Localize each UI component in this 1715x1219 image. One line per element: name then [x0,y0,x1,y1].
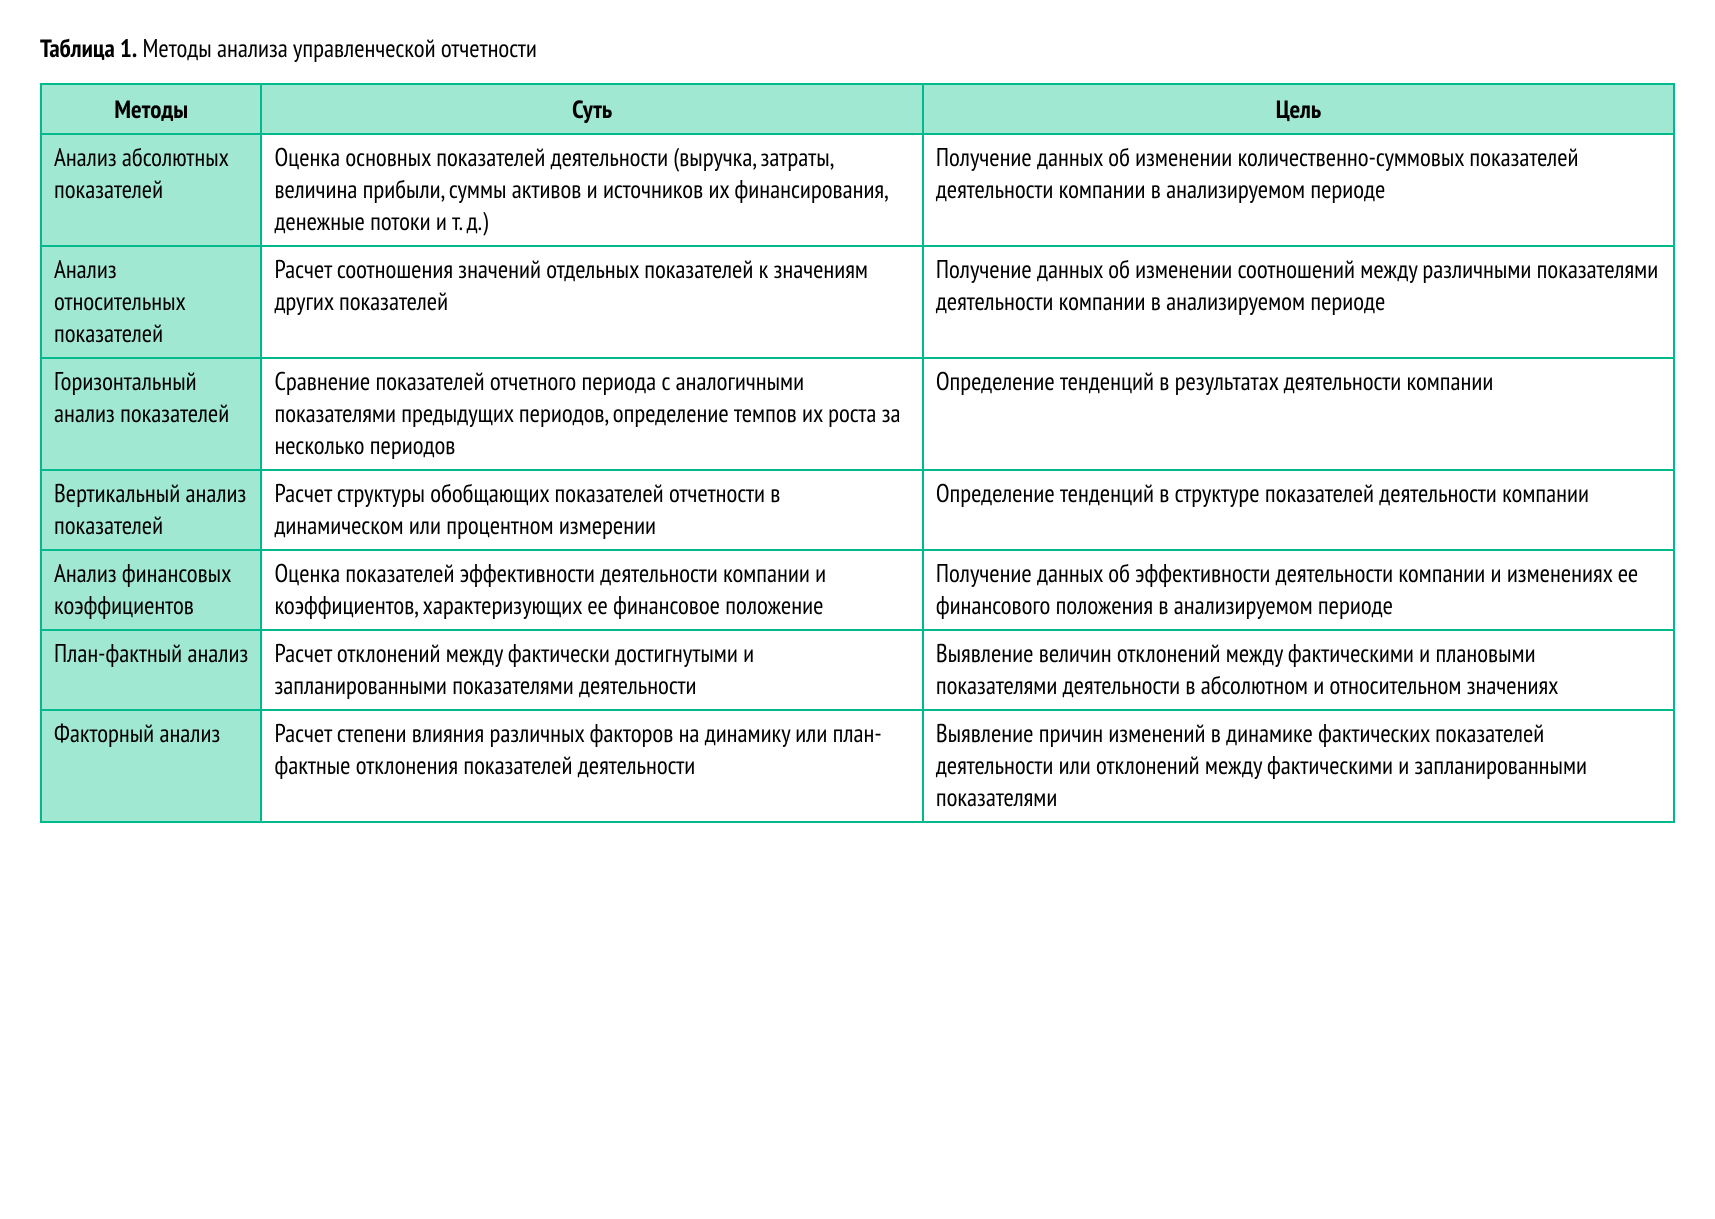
table-header-row: Методы Суть Цель [41,84,1674,134]
table-row: Анализ относительных показателейРасчет с… [41,246,1674,358]
cell-essence: Оценка показателей эффективности деятель… [261,550,922,630]
cell-essence: Оценка основных показателей деятельности… [261,134,922,246]
cell-goal: Определение тенденций в результатах деят… [923,358,1674,470]
cell-method: Вертикальный анализ показателей [41,470,261,550]
cell-essence: Сравнение показателей отчетного периода … [261,358,922,470]
cell-goal: Получение данных об изменении количестве… [923,134,1674,246]
cell-goal: Выявление причин изменений в динамике фа… [923,710,1674,822]
cell-method: Факторный анализ [41,710,261,822]
cell-essence: Расчет структуры обобщающих показателей … [261,470,922,550]
cell-goal: Определение тенденций в структуре показа… [923,470,1674,550]
table-row: Анализ финансовых коэффициентовОценка по… [41,550,1674,630]
cell-goal: Выявление величин отклонений между факти… [923,630,1674,710]
cell-method: План-фактный анализ [41,630,261,710]
col-header-essence: Суть [261,84,922,134]
cell-method: Анализ финансовых коэффициентов [41,550,261,630]
cell-goal: Получение данных об изменении соотношени… [923,246,1674,358]
col-header-methods: Методы [41,84,261,134]
caption-text: Методы анализа управленческой отчетности [143,32,537,64]
cell-goal: Получение данных об эффективности деятел… [923,550,1674,630]
table-row: План-фактный анализРасчет отклонений меж… [41,630,1674,710]
table-row: Вертикальный анализ показателейРасчет ст… [41,470,1674,550]
table-row: Анализ абсолютных показателейОценка осно… [41,134,1674,246]
table-row: Горизонтальный анализ показателейСравнен… [41,358,1674,470]
cell-method: Анализ относительных показателей [41,246,261,358]
cell-essence: Расчет соотношения значений отдельных по… [261,246,922,358]
cell-essence: Расчет степени влияния различных факторо… [261,710,922,822]
cell-essence: Расчет отклонений между фактически дости… [261,630,922,710]
methods-table: Методы Суть Цель Анализ абсолютных показ… [40,83,1675,823]
cell-method: Горизонтальный анализ показателей [41,358,261,470]
cell-method: Анализ абсолютных показателей [41,134,261,246]
table-row: Факторный анализРасчет степени влияния р… [41,710,1674,822]
table-caption: Таблица 1. Методы анализа управленческой… [40,32,1675,65]
col-header-goal: Цель [923,84,1674,134]
caption-label: Таблица 1. [40,32,137,64]
